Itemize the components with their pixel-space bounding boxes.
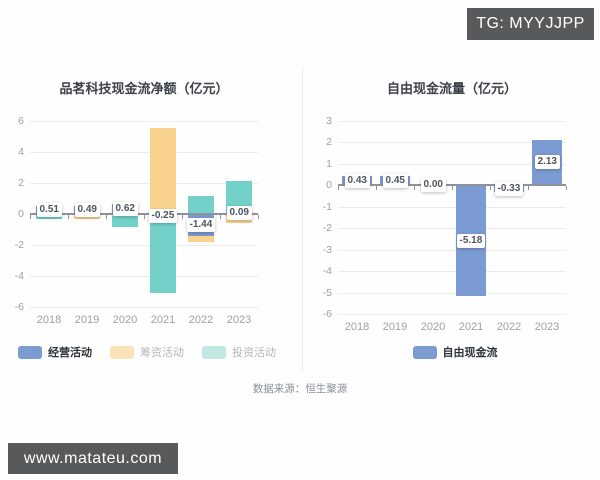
gridline: [30, 245, 258, 246]
bar-investing-activities-2020[interactable]: [112, 214, 138, 228]
gridline: [30, 307, 258, 308]
x-axis-tick-label: 2018: [344, 321, 370, 333]
legend-item-financing-activities[interactable]: 筹资活动: [110, 344, 184, 360]
bar-value-label: 0.09: [226, 206, 252, 221]
bar-investing-activities-2021[interactable]: [150, 214, 176, 294]
zero-axis-line: [338, 184, 566, 187]
y-axis-tick-label: -2: [322, 222, 332, 235]
gridline: [338, 121, 566, 122]
y-axis-tick-label: -1: [322, 200, 332, 213]
x-axis-tick-label: 2022: [496, 321, 522, 333]
data-source-note: 数据来源：恒生聚源: [252, 383, 348, 395]
x-axis-tick-label: 2022: [188, 314, 214, 326]
bar-value-label: 0.49: [74, 203, 100, 218]
x-axis-tick: [376, 186, 377, 191]
legend-label: 经营活动: [48, 347, 92, 359]
gridline: [30, 121, 258, 122]
gridline: [30, 276, 258, 277]
y-axis-tick-label: -5: [322, 286, 332, 299]
gridline: [30, 152, 258, 153]
legend-item-investing-activities[interactable]: 投资活动: [202, 344, 276, 360]
gridline: [338, 249, 566, 251]
y-axis-tick-label: -2: [14, 239, 24, 251]
x-axis-tick-label: 2021: [458, 321, 484, 333]
bar-value-label: 0.62: [112, 202, 138, 217]
bar-value-label: 0.45: [382, 173, 408, 188]
right-chart-legend: 自由现金流: [310, 344, 600, 360]
x-axis-tick: [30, 215, 31, 219]
left-chart-legend: 经营活动 筹资活动 投资活动: [0, 344, 294, 360]
bar-value-label: -5.18: [456, 233, 486, 248]
legend-item-free-cash-flow[interactable]: 自由现金流: [412, 344, 498, 360]
legend-swatch-free-cash-flow: [412, 345, 437, 359]
x-axis-tick-label: 2020: [112, 314, 138, 326]
gridline: [338, 142, 566, 144]
legend-label: 自由现金流: [442, 347, 498, 359]
x-axis-tick-label: 2023: [534, 321, 560, 333]
legend-swatch-operating: [18, 345, 42, 359]
y-axis-tick-label: 0: [18, 208, 24, 220]
x-axis-tick-label: 2018: [36, 314, 62, 326]
x-axis-tick: [452, 186, 453, 191]
panel-divider: [302, 66, 303, 372]
gridline: [338, 271, 566, 273]
bar-value-label: 0.00: [420, 178, 446, 193]
y-axis-tick-label: 1: [326, 157, 332, 170]
gridline: [338, 228, 566, 230]
y-axis-tick-label: -6: [322, 308, 332, 320]
bar-value-label: 0.51: [36, 203, 62, 218]
x-axis-tick: [182, 215, 183, 219]
y-axis-tick-label: 2: [18, 177, 24, 189]
bar-value-label: 0.43: [344, 173, 370, 188]
x-axis-tick: [220, 215, 221, 219]
x-axis-tick: [490, 186, 491, 191]
gridline: [338, 206, 566, 208]
y-axis-tick-label: 2: [326, 136, 332, 149]
telegram-watermark-badge: TG: MYYJJPP: [467, 8, 594, 40]
x-axis-tick: [258, 215, 259, 219]
y-axis-tick-label: 3: [326, 115, 332, 127]
bar-value-label: -0.33: [494, 181, 524, 196]
right-chart-title: 自由现金流量（亿元）: [386, 81, 517, 96]
bar-value-label: -1.44: [186, 218, 216, 233]
x-axis-tick-label: 2019: [74, 314, 100, 326]
x-axis-tick: [414, 186, 415, 191]
bar-value-label: 2.13: [534, 155, 560, 170]
x-axis-tick-label: 2020: [420, 321, 446, 333]
x-axis-tick: [68, 215, 69, 219]
y-axis-tick-label: 4: [18, 146, 24, 158]
bar-value-label: -0.25: [148, 208, 178, 223]
gridline: [30, 183, 258, 184]
x-axis-tick: [144, 215, 145, 219]
x-axis-tick: [528, 186, 529, 191]
x-axis-tick-label: 2021: [150, 314, 176, 326]
y-axis-tick-label: 0: [326, 179, 332, 192]
legend-item-operating-activities[interactable]: 经营活动: [18, 344, 92, 360]
y-axis-tick-label: -4: [322, 265, 332, 278]
gridline: [338, 163, 566, 165]
bar-financing-activities-2021[interactable]: [150, 127, 176, 214]
gridline: [338, 314, 566, 315]
zero-axis-line: [30, 213, 258, 215]
y-axis-tick-label: -6: [14, 301, 24, 313]
legend-label: 投资活动: [232, 347, 276, 359]
bar-investing-activities-2022[interactable]: [188, 196, 214, 214]
legend-swatch-investing: [202, 345, 226, 359]
y-axis-tick-label: -4: [14, 270, 24, 282]
y-axis-tick-label: 6: [18, 115, 24, 127]
legend-swatch-financing: [110, 345, 134, 359]
legend-label: 筹资活动: [140, 347, 184, 359]
y-axis-tick-label: -3: [322, 243, 332, 256]
left-chart-title: 品茗科技现金流净额（亿元）: [59, 81, 229, 96]
x-axis-tick: [106, 215, 107, 219]
gridline: [338, 292, 566, 294]
x-axis-tick: [338, 186, 339, 191]
website-watermark-badge: www.matateu.com: [8, 443, 178, 474]
x-axis-tick-label: 2023: [226, 314, 252, 326]
x-axis-tick: [566, 186, 567, 191]
x-axis-tick-label: 2019: [382, 321, 408, 333]
